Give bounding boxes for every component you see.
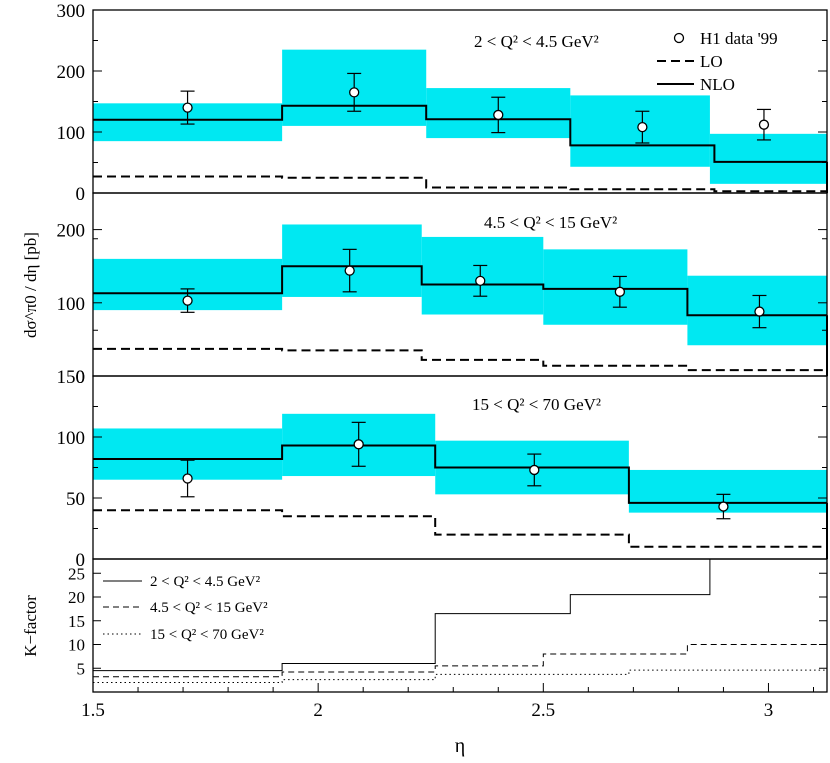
y-tick-label: 100 [57, 428, 86, 449]
data-point [493, 109, 504, 121]
data-point [353, 439, 364, 450]
kfactor-series-1 [93, 558, 827, 672]
y-tick-label: 50 [66, 489, 85, 510]
legend [657, 32, 694, 85]
panel-label: 2 < Q² < 4.5 GeV² [474, 32, 599, 51]
k-y-tick-label: 20 [68, 588, 85, 607]
x-axis-label: η [455, 735, 465, 757]
data-point [758, 119, 770, 130]
data-point [349, 87, 360, 98]
data-point [475, 275, 486, 286]
x-tick-label: 3 [764, 700, 774, 721]
x-tick-label: 2 [313, 700, 323, 721]
k-y-tick-label: 10 [68, 636, 85, 655]
kfactor-legend-label: 4.5 < Q² < 15 GeV² [150, 600, 268, 616]
legend-nlo-label: NLO [700, 75, 735, 94]
data-point [754, 306, 765, 317]
lo-curve [93, 509, 827, 548]
x-tick-label: 2.5 [531, 700, 555, 721]
nlo-curve [93, 444, 827, 504]
data-point [344, 265, 355, 276]
legend-data-marker [673, 32, 685, 44]
nlo-uncertainty-band [282, 224, 422, 297]
panel-label: 4.5 < Q² < 15 GeV² [484, 213, 617, 232]
data-point [529, 464, 540, 476]
y-tick-label: 0 [76, 367, 86, 388]
kfactor-axis-label: K−factor [21, 595, 40, 657]
k-y-tick-label: 5 [77, 659, 86, 678]
y-tick-label: 100 [57, 123, 86, 144]
nlo-uncertainty-band [709, 133, 827, 184]
y-tick-label: 0 [76, 550, 86, 571]
kfactor-frame [92, 558, 828, 693]
data-point [614, 286, 626, 297]
data-point [182, 102, 193, 113]
y-tick-label: 0 [76, 184, 86, 205]
data-point [182, 295, 193, 306]
panel-2 [92, 192, 828, 377]
x-tick-label: 1.5 [81, 700, 105, 721]
data-point [182, 473, 193, 484]
y-tick-label: 200 [57, 221, 86, 242]
nlo-uncertainty-band [543, 249, 688, 325]
panel-1 [92, 9, 828, 194]
y-tick-label: 150 [57, 367, 86, 388]
y-tick-label: 200 [57, 62, 86, 83]
panel-label: 15 < Q² < 70 GeV² [472, 395, 601, 414]
kfactor-panel [92, 558, 828, 693]
kfactor-legend-label: 15 < Q² < 70 GeV² [150, 627, 264, 643]
nlo-uncertainty-band [421, 236, 544, 315]
kfactor-series-2 [93, 644, 827, 678]
y-tick-label: 300 [57, 1, 86, 22]
y-tick-label: 100 [57, 294, 86, 315]
legend-data-label: H1 data '99 [700, 29, 778, 48]
lo-curve [93, 175, 827, 193]
data-point [718, 501, 729, 512]
lo-curve [93, 347, 827, 372]
k-y-tick-label: 25 [68, 564, 85, 583]
y-axis-label: dσ^π0 / dη [pb] [21, 232, 40, 338]
kfactor-series-3 [93, 669, 827, 683]
legend-lo-label: LO [700, 52, 723, 71]
data-point [637, 121, 648, 133]
kfactor-legend-label: 2 < Q² < 4.5 GeV² [150, 574, 261, 590]
k-y-tick-label: 15 [68, 612, 85, 631]
panel-3 [92, 375, 828, 560]
